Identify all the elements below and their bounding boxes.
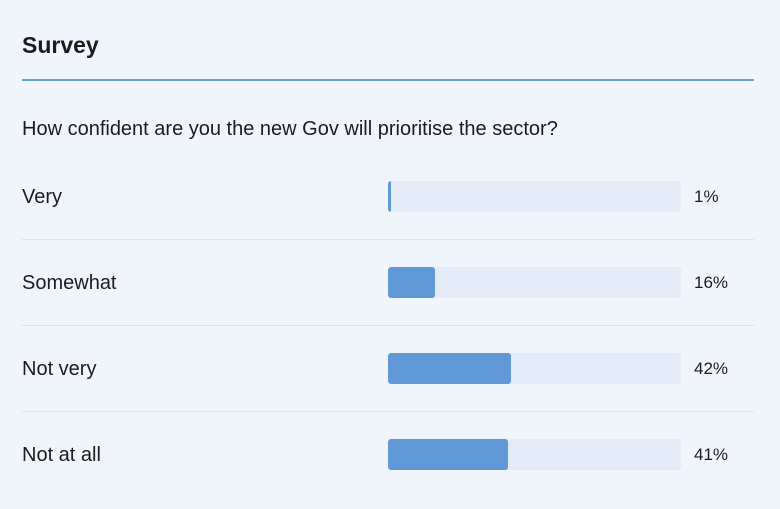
result-bar-track bbox=[388, 439, 681, 470]
result-bar-track bbox=[388, 267, 681, 298]
option-label: Not at all bbox=[22, 444, 101, 466]
option-percent: 16% bbox=[694, 273, 729, 292]
option-percent: 41% bbox=[694, 445, 729, 464]
result-bar-track bbox=[388, 353, 681, 384]
option-label: Not very bbox=[22, 358, 97, 380]
result-bar-fill bbox=[388, 267, 435, 298]
survey-option-not-at-all[interactable]: Not at all 41% bbox=[22, 412, 754, 498]
survey-title: Survey bbox=[22, 32, 99, 58]
option-label: Somewhat bbox=[22, 272, 117, 294]
result-bar-fill bbox=[388, 439, 509, 470]
option-percent: 1% bbox=[694, 187, 719, 206]
survey-option-not-very[interactable]: Not very 42% bbox=[22, 326, 754, 412]
option-percent: 42% bbox=[694, 359, 729, 378]
result-bar-fill bbox=[388, 353, 512, 384]
option-label: Very bbox=[22, 186, 63, 208]
result-bar-track bbox=[388, 181, 681, 212]
survey-option-very[interactable]: Very 1% bbox=[22, 154, 754, 240]
result-bar-fill bbox=[388, 181, 391, 212]
survey-question: How confident are you the new Gov will p… bbox=[22, 118, 558, 140]
survey-option-somewhat[interactable]: Somewhat 16% bbox=[22, 240, 754, 326]
title-divider bbox=[22, 79, 754, 81]
survey-options: Very 1% Somewhat 16% Not very 42% Not at… bbox=[22, 154, 754, 498]
